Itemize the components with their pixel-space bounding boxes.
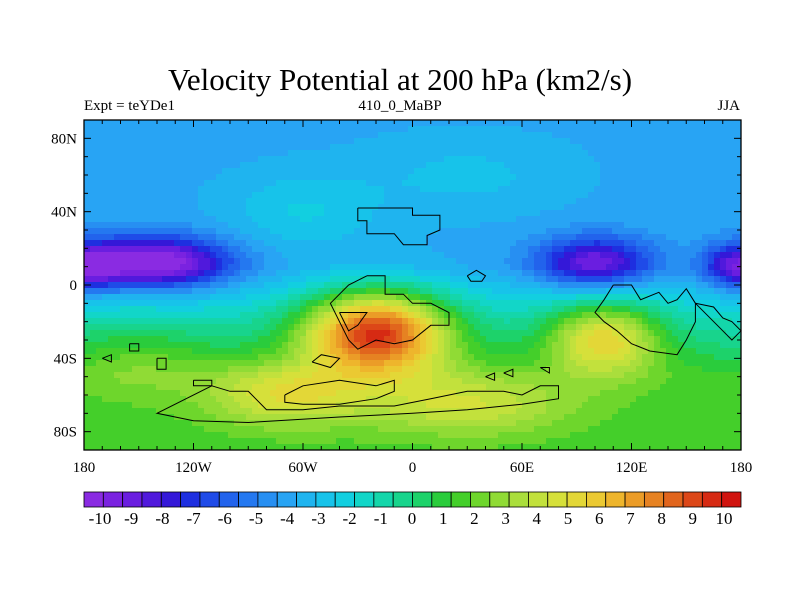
colorbar-swatch [450,491,471,508]
colorbar-label: 2 [470,509,479,528]
lat-label: 80S [54,425,77,441]
colorbar-label: 4 [533,509,542,528]
lat-label: 40S [54,351,77,367]
colorbar-swatch [83,491,104,508]
season-label: JJA [717,98,740,114]
period-label: 410_0_MaBP [358,98,442,114]
colorbar-swatch [508,491,529,508]
colorbar-label: 5 [564,509,573,528]
colorbar-label: -4 [280,509,295,528]
colorbar-swatch [354,491,375,508]
colorbar-label: 10 [716,509,733,528]
map-title: Velocity Potential at 200 hPa (km2/s) [167,62,633,97]
longitude-labels: 180 120W 60W 0 60E 120E 180 [73,460,753,476]
colorbar-labels: -10 -9 -8 -7 -6 -5 -4 -3 -2 -1 0 1 2 3 4 5 6 7 8 9 10 [89,509,733,528]
colorbar-swatch [257,491,278,508]
colorbar-swatch [334,491,355,508]
lat-label: 80N [51,131,77,147]
colorbar-swatch [566,491,587,508]
colorbar-swatch [528,491,549,508]
colorbar-label: -6 [218,509,232,528]
lat-label: 0 [70,278,78,294]
colorbar-swatch [470,491,491,508]
lat-label: 40N [51,205,77,221]
colorbar-swatch [431,491,452,508]
colorbar-label: 6 [595,509,604,528]
colorbar-label: -9 [124,509,138,528]
colorbar-swatch [412,491,433,508]
colorbar-swatch [218,491,239,508]
colorbar-swatch [276,491,297,508]
colorbar-label: 9 [689,509,698,528]
colorbar-swatch [102,491,124,508]
colorbar-swatch [122,491,143,508]
colorbar-label: 0 [408,509,417,528]
colorbar [83,491,742,508]
colorbar-label: 8 [657,509,666,528]
colorbar-swatch [489,491,510,508]
colorbar-swatch [315,491,336,508]
lon-label: 0 [409,460,417,476]
colorbar-label: -3 [311,509,325,528]
coastline-outlines [102,207,742,424]
colorbar-swatch [586,491,607,508]
colorbar-swatch [624,491,645,508]
colorbar-swatch [701,491,723,508]
colorbar-label: -2 [343,509,357,528]
colorbar-label: -1 [374,509,388,528]
lon-label: 60W [288,460,318,476]
latitude-labels: 80N 40N 0 40S 80S [51,131,77,440]
lon-label: 120E [616,460,648,476]
colorbar-label: 7 [626,509,635,528]
colorbar-swatch [180,491,201,508]
colorbar-swatch [663,491,684,508]
colorbar-label: -5 [249,509,263,528]
colorbar-swatch [721,491,742,508]
colorbar-swatch [199,491,220,508]
colorbar-swatch [238,491,259,508]
colorbar-swatch [547,491,568,508]
colorbar-label: -10 [89,509,112,528]
colorbar-swatch [605,491,626,508]
axis-ticks [83,119,742,451]
lon-label: 180 [730,460,753,476]
colorbar-swatch [296,491,317,508]
colorbar-label: -7 [187,509,202,528]
colorbar-swatch [392,491,413,508]
colorbar-swatch [682,491,703,508]
lon-label: 180 [73,460,96,476]
lon-label: 120W [175,460,213,476]
contour-field [84,120,741,450]
experiment-label: Expt = teYDe1 [84,98,175,114]
colorbar-swatch [141,491,162,508]
colorbar-label: -8 [155,509,169,528]
lon-label: 60E [510,460,534,476]
colorbar-swatch [643,491,665,508]
colorbar-label: 1 [439,509,448,528]
colorbar-swatch [373,491,394,508]
colorbar-swatch [160,491,182,508]
colorbar-label: 3 [501,509,510,528]
